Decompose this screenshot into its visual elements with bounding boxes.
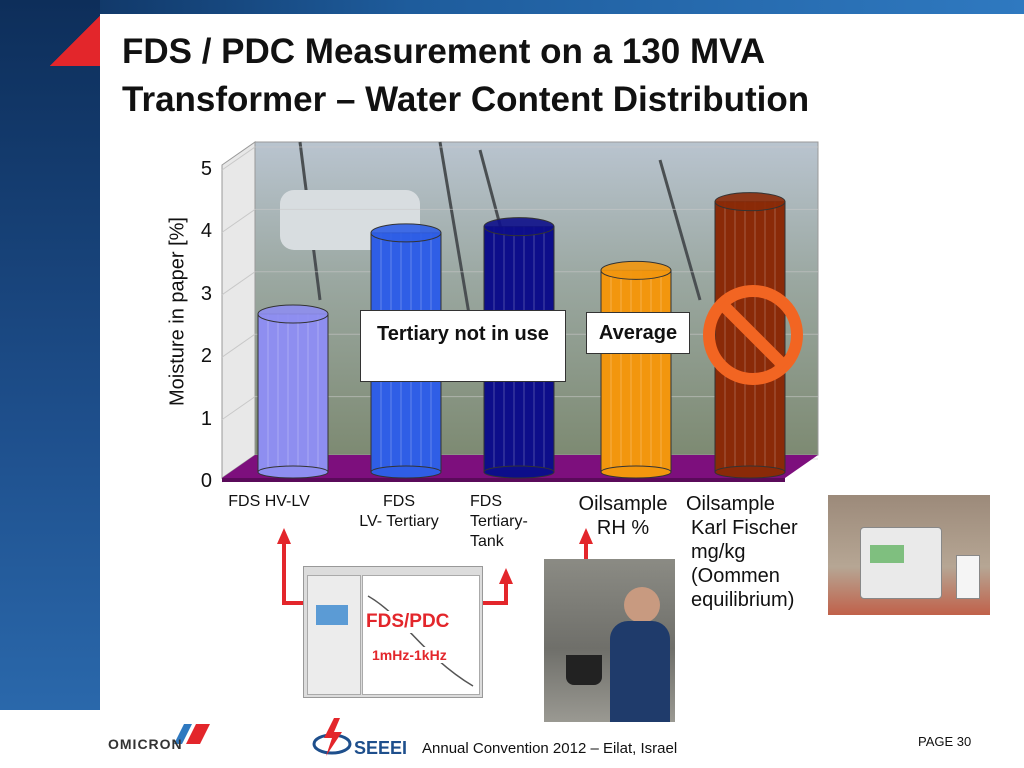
bar-top-1 [257, 304, 329, 324]
technician-figure [624, 587, 660, 623]
seeei-logo: SEEEI [310, 716, 410, 762]
pylon-line-1 [438, 141, 472, 321]
technician-shirt [610, 621, 670, 722]
keypad [956, 555, 980, 599]
side-gridline-3 [221, 271, 256, 296]
x-label-5-line-4: (Oommen [691, 565, 780, 587]
titrator-screen [870, 545, 904, 563]
karl-fischer-equipment-photo [828, 495, 990, 615]
bar-base-4 [600, 465, 672, 479]
bar-base-3 [483, 465, 555, 479]
x-label-1-line-1: FDS HV-LV [228, 493, 310, 510]
page-number: PAGE 30 [918, 734, 972, 749]
y-tick-4: 4 [200, 220, 212, 243]
side-gridline-2 [221, 333, 256, 358]
x-label-2: FDS LV- Tertiary [340, 492, 458, 532]
bar-top-4 [600, 260, 672, 280]
x-label-3-line-1: FDS [470, 493, 502, 510]
x-label-5-line-2: Karl Fischer [691, 517, 798, 539]
x-label-4: Oilsample RH % [562, 492, 684, 540]
software-curve [367, 595, 474, 687]
bar-base-5 [714, 465, 786, 479]
slide-title-line-2: Transformer – Water Content Distribution [122, 80, 810, 119]
x-label-5: Oilsample Karl Fischer mg/kg (Oommen equilib… [686, 492, 826, 612]
x-label-3-line-3: Tank [470, 533, 504, 550]
x-label-5-line-5: equilibrium) [691, 589, 795, 611]
x-label-2-line-2: LV- Tertiary [359, 513, 439, 530]
x-label-1: FDS HV-LV [214, 492, 324, 512]
red-corner-accent [50, 16, 100, 66]
omicron-logo-mark [174, 724, 210, 744]
titrator-device [860, 527, 942, 599]
x-label-3-line-2: Tertiary- [470, 513, 528, 530]
seeei-logo-mark [312, 718, 352, 756]
x-label-4-line-2: RH % [596, 517, 650, 539]
x-label-5-line-1: Oilsample [686, 493, 775, 515]
fds-pdc-label: FDS/PDC [366, 611, 450, 633]
y-tick-3: 3 [200, 282, 212, 305]
fds-pdc-software-screenshot: FDS/PDC 1mHz-1kHz [303, 566, 483, 698]
prohibited-icon [703, 285, 803, 385]
frequency-label: 1mHz-1kHz [372, 647, 447, 663]
footer-text: Annual Convention 2012 – Eilat, Israel [422, 740, 678, 757]
bar-top-3 [483, 217, 555, 237]
slide-title: FDS / PDC Measurement on a 130 MVA Trans… [122, 28, 1002, 124]
average-annotation: Average [586, 312, 690, 354]
top-banner [0, 0, 1024, 14]
y-tick-2: 2 [200, 345, 212, 368]
bar-base-2 [370, 465, 442, 479]
slide-title-line-1: FDS / PDC Measurement on a 130 MVA [122, 32, 766, 71]
bar-top-2 [370, 223, 442, 243]
sample-bucket [566, 655, 602, 685]
bar-base-1 [257, 465, 329, 479]
software-plot-area [362, 575, 480, 695]
y-tick-1: 1 [200, 407, 212, 430]
x-label-2-line-1: FDS [383, 493, 415, 510]
software-window-left-panel [307, 575, 361, 695]
x-label-5-line-3: mg/kg [691, 541, 746, 563]
seeei-logo-text: SEEEI [354, 738, 408, 758]
left-banner [0, 0, 100, 710]
side-gridline-1 [221, 396, 256, 421]
y-tick-5: 5 [200, 158, 212, 180]
tertiary-annotation: Tertiary not in use [360, 310, 566, 382]
side-gridline-4 [221, 208, 256, 233]
chart-floor-edge [222, 478, 785, 482]
software-blue-panel [316, 605, 348, 625]
chart-side-wall [221, 141, 256, 479]
pylon-line-3 [658, 159, 702, 301]
bar-1 [257, 304, 329, 479]
side-gridline-5 [221, 146, 256, 171]
x-label-3: FDS Tertiary- Tank [470, 492, 560, 552]
bar-body-1 [257, 313, 329, 473]
y-tick-0: 0 [200, 470, 212, 492]
omicron-logo-text: OMICRON [108, 736, 183, 752]
bar-top-5 [714, 192, 786, 212]
bar-4 [600, 260, 672, 479]
x-label-4-line-1: Oilsample [578, 493, 668, 515]
oil-sampling-photo [544, 559, 675, 722]
